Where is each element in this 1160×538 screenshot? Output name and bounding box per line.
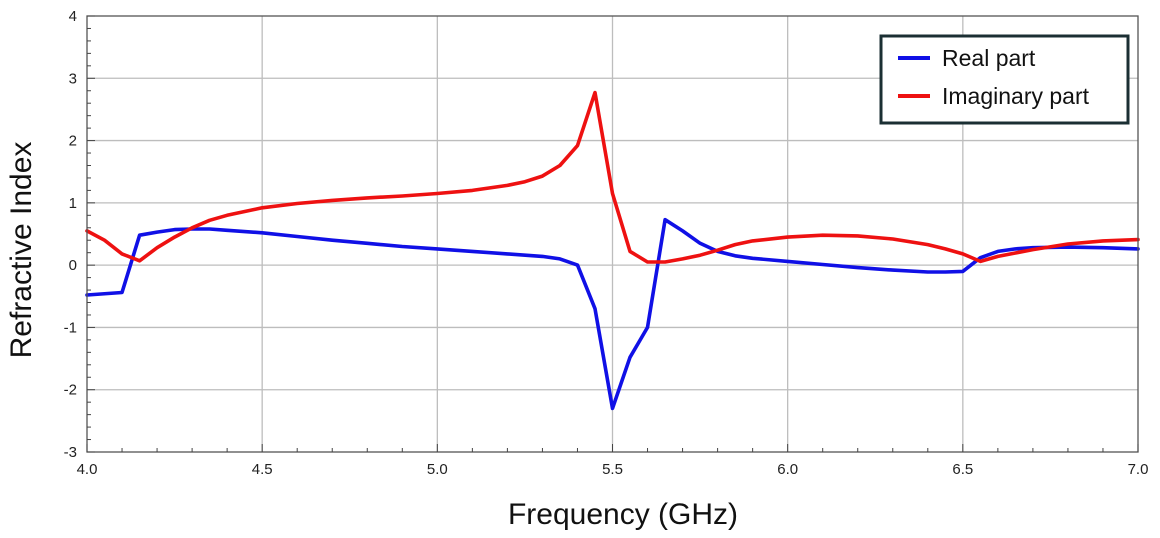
x-tick-label: 6.5 [952, 461, 973, 478]
series-line-imaginary-part [85, 90, 1140, 264]
x-tick-label: 6.0 [777, 461, 798, 478]
legend-label-imaginary-part: Imaginary part [942, 83, 1090, 109]
y-tick-label: 0 [69, 257, 77, 274]
y-tick-label: 3 [69, 70, 77, 87]
y-tick-label: -1 [64, 319, 77, 336]
x-tick-label: 5.0 [427, 461, 448, 478]
x-axis-label: Frequency (GHz) [508, 498, 738, 531]
x-tick-label: 5.5 [602, 461, 623, 478]
y-tick-labels: -3 -2 -1 0 1 2 3 4 [64, 8, 77, 461]
y-axis-label: Refractive Index [5, 142, 38, 359]
y-tick-label: 2 [69, 133, 77, 150]
axis-ticks [86, 15, 1139, 453]
series-line-real-part [85, 217, 1140, 411]
y-tick-label: 4 [69, 8, 77, 25]
y-tick-label: -3 [64, 444, 77, 461]
x-tick-labels: 4.0 4.5 5.0 5.5 6.0 6.5 7.0 [77, 461, 1149, 478]
legend-label-real-part: Real part [942, 45, 1036, 71]
x-tick-label: 4.5 [252, 461, 273, 478]
y-tick-label: 1 [69, 195, 77, 212]
series-layer [85, 90, 1140, 411]
legend: Real part Imaginary part [879, 34, 1130, 125]
legend-box [879, 34, 1130, 125]
y-tick-label: -2 [64, 382, 77, 399]
x-tick-label: 4.0 [77, 461, 98, 478]
x-tick-label: 7.0 [1128, 461, 1149, 478]
